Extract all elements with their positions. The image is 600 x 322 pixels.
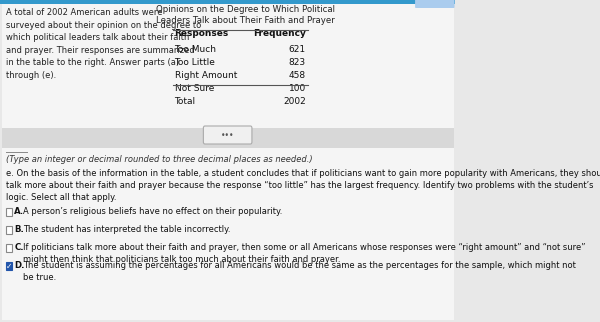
Text: Frequency: Frequency [253, 29, 306, 38]
Text: B.: B. [14, 225, 24, 234]
Text: 823: 823 [289, 58, 306, 67]
Text: If politicians talk more about their faith and prayer, then some or all American: If politicians talk more about their fai… [23, 243, 585, 264]
FancyBboxPatch shape [6, 244, 12, 252]
Text: e. On the basis of the information in the table, a student concludes that if pol: e. On the basis of the information in th… [6, 169, 600, 202]
Text: A.: A. [14, 207, 25, 216]
Text: Right Amount: Right Amount [175, 71, 237, 80]
FancyBboxPatch shape [0, 0, 455, 4]
Text: Too Little: Too Little [175, 58, 215, 67]
Text: •••: ••• [221, 130, 235, 139]
FancyBboxPatch shape [2, 148, 454, 320]
FancyBboxPatch shape [415, 0, 455, 8]
Text: Total: Total [175, 97, 196, 106]
Text: The student has interpreted the table incorrectly.: The student has interpreted the table in… [23, 225, 230, 234]
Text: Too Much: Too Much [175, 45, 217, 54]
Text: 621: 621 [289, 45, 306, 54]
FancyBboxPatch shape [2, 2, 454, 128]
Text: 458: 458 [289, 71, 306, 80]
Text: C.: C. [14, 243, 24, 252]
FancyBboxPatch shape [2, 128, 454, 148]
Text: Leaders Talk about Their Faith and Prayer: Leaders Talk about Their Faith and Praye… [156, 16, 334, 25]
Text: 100: 100 [289, 84, 306, 93]
FancyBboxPatch shape [6, 226, 12, 234]
Text: Responses: Responses [175, 29, 229, 38]
FancyBboxPatch shape [6, 208, 12, 216]
Text: (Type an integer or decimal rounded to three decimal places as needed.): (Type an integer or decimal rounded to t… [6, 155, 313, 164]
Text: Not Sure: Not Sure [175, 84, 214, 93]
FancyBboxPatch shape [203, 126, 252, 144]
Text: D.: D. [14, 261, 25, 270]
Text: The student is assuming the percentages for all Americans would be the same as t: The student is assuming the percentages … [23, 261, 575, 282]
Text: Opinions on the Degree to Which Political: Opinions on the Degree to Which Politica… [155, 5, 335, 14]
Text: ✓: ✓ [6, 261, 12, 270]
FancyBboxPatch shape [6, 262, 12, 270]
Text: A person’s religious beliefs have no effect on their popularity.: A person’s religious beliefs have no eff… [23, 207, 282, 216]
Text: 2002: 2002 [283, 97, 306, 106]
Text: A total of 2002 American adults were
surveyed about their opinion on the degree : A total of 2002 American adults were sur… [6, 8, 202, 80]
